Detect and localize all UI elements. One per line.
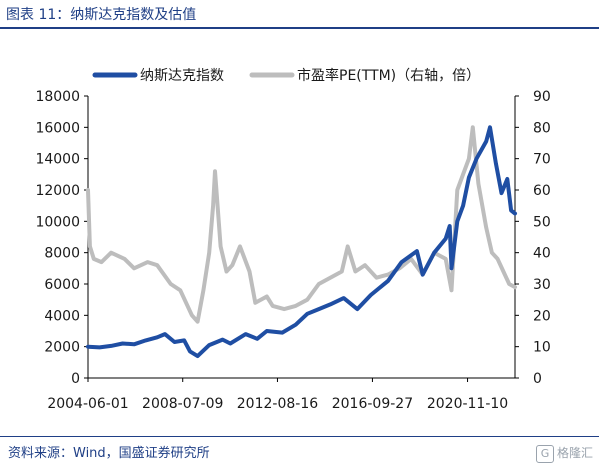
series-line-pe-ttm bbox=[86, 125, 517, 324]
right-tick-label: 70 bbox=[533, 152, 551, 168]
right-tick-label: 10 bbox=[533, 340, 551, 356]
left-tick-label: 0 bbox=[71, 371, 80, 387]
source-note: 资料来源：Wind，国盛证券研究所 bbox=[8, 446, 210, 461]
right-tick-label: 20 bbox=[533, 308, 551, 324]
watermark-logo-icon: G bbox=[535, 444, 554, 463]
left-tick-label: 12000 bbox=[35, 183, 80, 199]
figure-title: 图表 11：纳斯达克指数及估值 bbox=[6, 7, 197, 23]
legend-item-pe-ttm-label: 市盈率PE(TTM)（右轴，倍） bbox=[297, 67, 480, 84]
source-rule bbox=[0, 436, 599, 437]
legend-item-nasdaq-index-label: 纳斯达克指数 bbox=[140, 68, 224, 84]
axes: 0 2000 4000 6000 8000 10000 12000 14000 16000 180… bbox=[35, 89, 550, 412]
right-tick-label: 90 bbox=[533, 89, 551, 105]
right-tick-label: 60 bbox=[533, 183, 551, 199]
legend: 纳斯达克指数 市盈率PE(TTM)（右轴，倍） bbox=[92, 67, 480, 84]
chart: 纳斯达克指数 市盈率PE(TTM)（右轴，倍） 02000400060008000… bbox=[35, 67, 550, 412]
watermark-text: 格隆汇 bbox=[556, 446, 593, 460]
left-tick-label: 18000 bbox=[35, 89, 80, 105]
watermark: G 格隆汇 bbox=[535, 444, 593, 463]
right-tick-label: 40 bbox=[533, 246, 551, 262]
right-tick-label: 80 bbox=[533, 120, 551, 136]
left-tick-label: 4000 bbox=[44, 308, 80, 324]
left-tick-label: 14000 bbox=[35, 152, 80, 168]
title-rule bbox=[0, 27, 599, 29]
left-tick-label: 8000 bbox=[44, 246, 80, 262]
right-tick-label: 0 bbox=[533, 371, 542, 387]
left-tick-label: 16000 bbox=[35, 120, 80, 136]
series-line-nasdaq-index bbox=[86, 125, 517, 359]
series-layer bbox=[86, 125, 517, 359]
left-tick-label: 6000 bbox=[44, 277, 80, 293]
right-tick-label: 30 bbox=[533, 277, 551, 293]
left-tick-label: 2000 bbox=[44, 340, 80, 356]
left-tick-label: 10000 bbox=[35, 214, 80, 230]
x-tick-label: 2004-06-01 bbox=[47, 396, 128, 412]
x-tick-label: 2020-11-10 bbox=[427, 396, 508, 412]
x-tick-label: 2012-08-16 bbox=[237, 396, 318, 412]
x-tick-label: 2008-07-09 bbox=[142, 396, 223, 412]
x-tick-label: 2016-09-27 bbox=[332, 396, 413, 412]
right-tick-label: 50 bbox=[533, 214, 551, 230]
